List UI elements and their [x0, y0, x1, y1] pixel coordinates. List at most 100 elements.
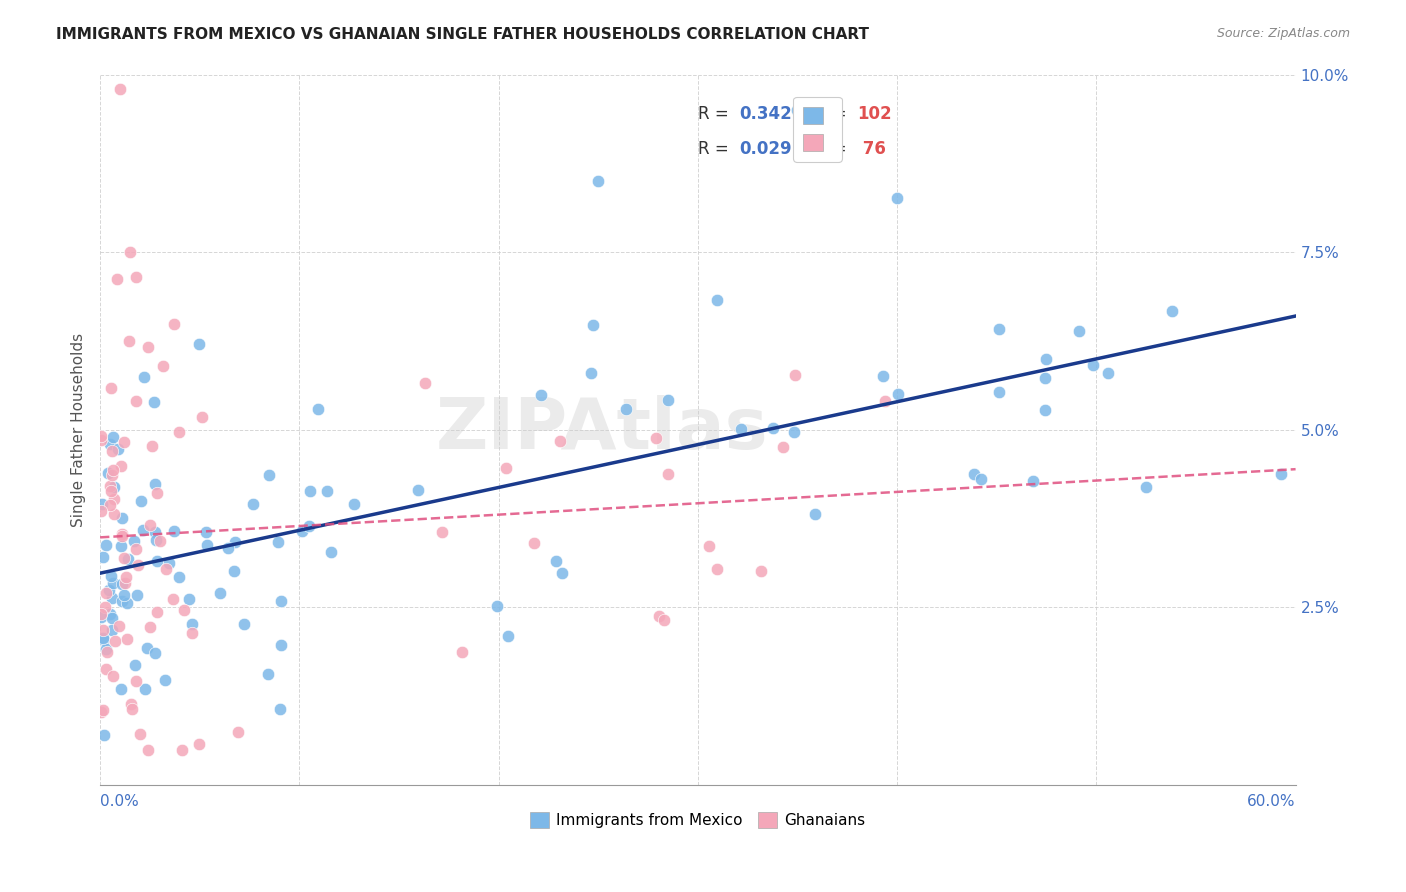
Point [155, 562, 177, 576]
Point [706, 293, 728, 307]
Point [657, 393, 679, 408]
Point [546, 553, 568, 567]
Point [486, 599, 509, 613]
Text: Source: ZipAtlas.com: Source: ZipAtlas.com [1216, 27, 1350, 40]
Point [100, 381, 122, 395]
Point [125, 394, 148, 409]
Point [117, 596, 139, 610]
Point [648, 608, 671, 623]
Point [1083, 358, 1105, 372]
Point [111, 526, 134, 541]
Point [1270, 467, 1292, 481]
Point [614, 401, 637, 416]
Point [100, 569, 122, 583]
Text: IMMIGRANTS FROM MEXICO VS GHANAIAN SINGLE FATHER HOUSEHOLDS CORRELATION CHART: IMMIGRANTS FROM MEXICO VS GHANAIAN SINGL… [56, 27, 869, 42]
Point [115, 632, 138, 646]
Point [103, 669, 125, 683]
Point [146, 605, 169, 619]
Point [125, 541, 148, 556]
Point [101, 591, 124, 605]
Point [495, 460, 517, 475]
Point [124, 658, 146, 673]
Point [886, 191, 908, 205]
Point [108, 81, 131, 95]
Point [98, 583, 121, 598]
Point [172, 742, 194, 756]
Point [163, 524, 186, 538]
Point [167, 425, 190, 440]
Point [110, 681, 132, 696]
Text: 0.0%: 0.0% [100, 794, 139, 809]
Point [129, 493, 152, 508]
Point [132, 370, 155, 384]
Point [91, 624, 114, 638]
Point [110, 458, 132, 473]
Point [90, 607, 112, 621]
Point [873, 393, 896, 408]
Point [110, 539, 132, 553]
Text: N =: N = [815, 104, 852, 122]
Point [1161, 303, 1184, 318]
Point [136, 340, 159, 354]
Point [90, 428, 112, 442]
Point [143, 646, 166, 660]
Point [224, 535, 246, 549]
Point [90, 610, 112, 624]
Point [125, 588, 148, 602]
Point [1022, 475, 1045, 489]
Point [129, 727, 152, 741]
Point [291, 524, 314, 538]
Point [548, 434, 571, 448]
Point [181, 626, 204, 640]
Point [108, 619, 131, 633]
Legend: Immigrants from Mexico, Ghanaians: Immigrants from Mexico, Ghanaians [524, 806, 872, 834]
Point [232, 616, 254, 631]
Point [112, 588, 135, 602]
Point [157, 556, 180, 570]
Point [413, 376, 436, 391]
Point [127, 558, 149, 572]
Point [242, 497, 264, 511]
Point [963, 467, 986, 481]
Point [101, 468, 124, 483]
Point [772, 440, 794, 454]
Point [104, 634, 127, 648]
Point [270, 593, 292, 607]
Point [142, 394, 165, 409]
Text: ZIPAtlas: ZIPAtlas [436, 395, 769, 465]
Point [101, 611, 124, 625]
Point [181, 616, 204, 631]
Point [256, 667, 278, 681]
Point [94, 642, 117, 657]
Point [103, 491, 125, 506]
Point [706, 562, 728, 576]
Point [152, 359, 174, 373]
Point [307, 402, 329, 417]
Point [315, 484, 337, 499]
Text: N =: N = [815, 140, 852, 158]
Point [90, 705, 112, 719]
Point [496, 629, 519, 643]
Point [269, 702, 291, 716]
Point [146, 486, 169, 500]
Point [112, 434, 135, 449]
Point [121, 701, 143, 715]
Point [114, 575, 136, 590]
Point [118, 245, 141, 260]
Point [114, 550, 136, 565]
Point [872, 369, 894, 384]
Point [581, 318, 603, 332]
Text: R =: R = [697, 140, 734, 158]
Point [259, 467, 281, 482]
Point [586, 174, 609, 188]
Point [551, 566, 574, 580]
Point [451, 645, 474, 659]
Text: 0.029: 0.029 [740, 140, 793, 158]
Point [120, 697, 142, 711]
Point [1097, 366, 1119, 380]
Point [138, 517, 160, 532]
Point [406, 483, 429, 497]
Point [145, 554, 167, 568]
Point [786, 103, 808, 117]
Point [91, 497, 114, 511]
